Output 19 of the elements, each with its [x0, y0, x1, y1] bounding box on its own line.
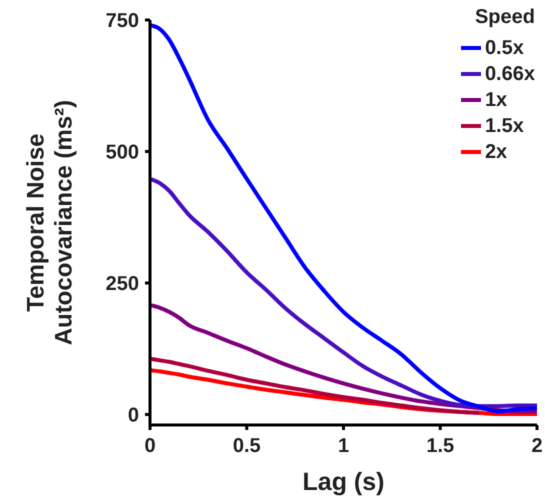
x-tick-label: 1	[338, 435, 350, 458]
x-tick-label: 1.5	[426, 435, 454, 458]
legend-label: 2x	[484, 140, 508, 165]
y-axis-title: Temporal Noise Autocovariance (ms²)	[22, 98, 78, 348]
x-tick-label: 0.5	[232, 435, 261, 458]
y-tick-label: 0	[128, 404, 139, 427]
legend-label: 0.5x	[484, 36, 524, 61]
legend-title: Speed	[474, 6, 535, 29]
y-tick-label: 250	[106, 273, 139, 296]
legend-label: 1.5x	[484, 114, 524, 139]
line-series	[150, 176, 537, 408]
y-tick-label: 750	[106, 10, 139, 32]
line-series	[150, 356, 481, 415]
legend-label: 0.66x	[484, 62, 535, 87]
y-tick-label: 500	[106, 142, 139, 164]
legend-label: 1x	[484, 88, 508, 113]
x-tick-label: 2	[531, 435, 543, 458]
x-axis-title: Lag (s)	[302, 468, 384, 496]
x-tick-label: 0	[144, 435, 156, 458]
